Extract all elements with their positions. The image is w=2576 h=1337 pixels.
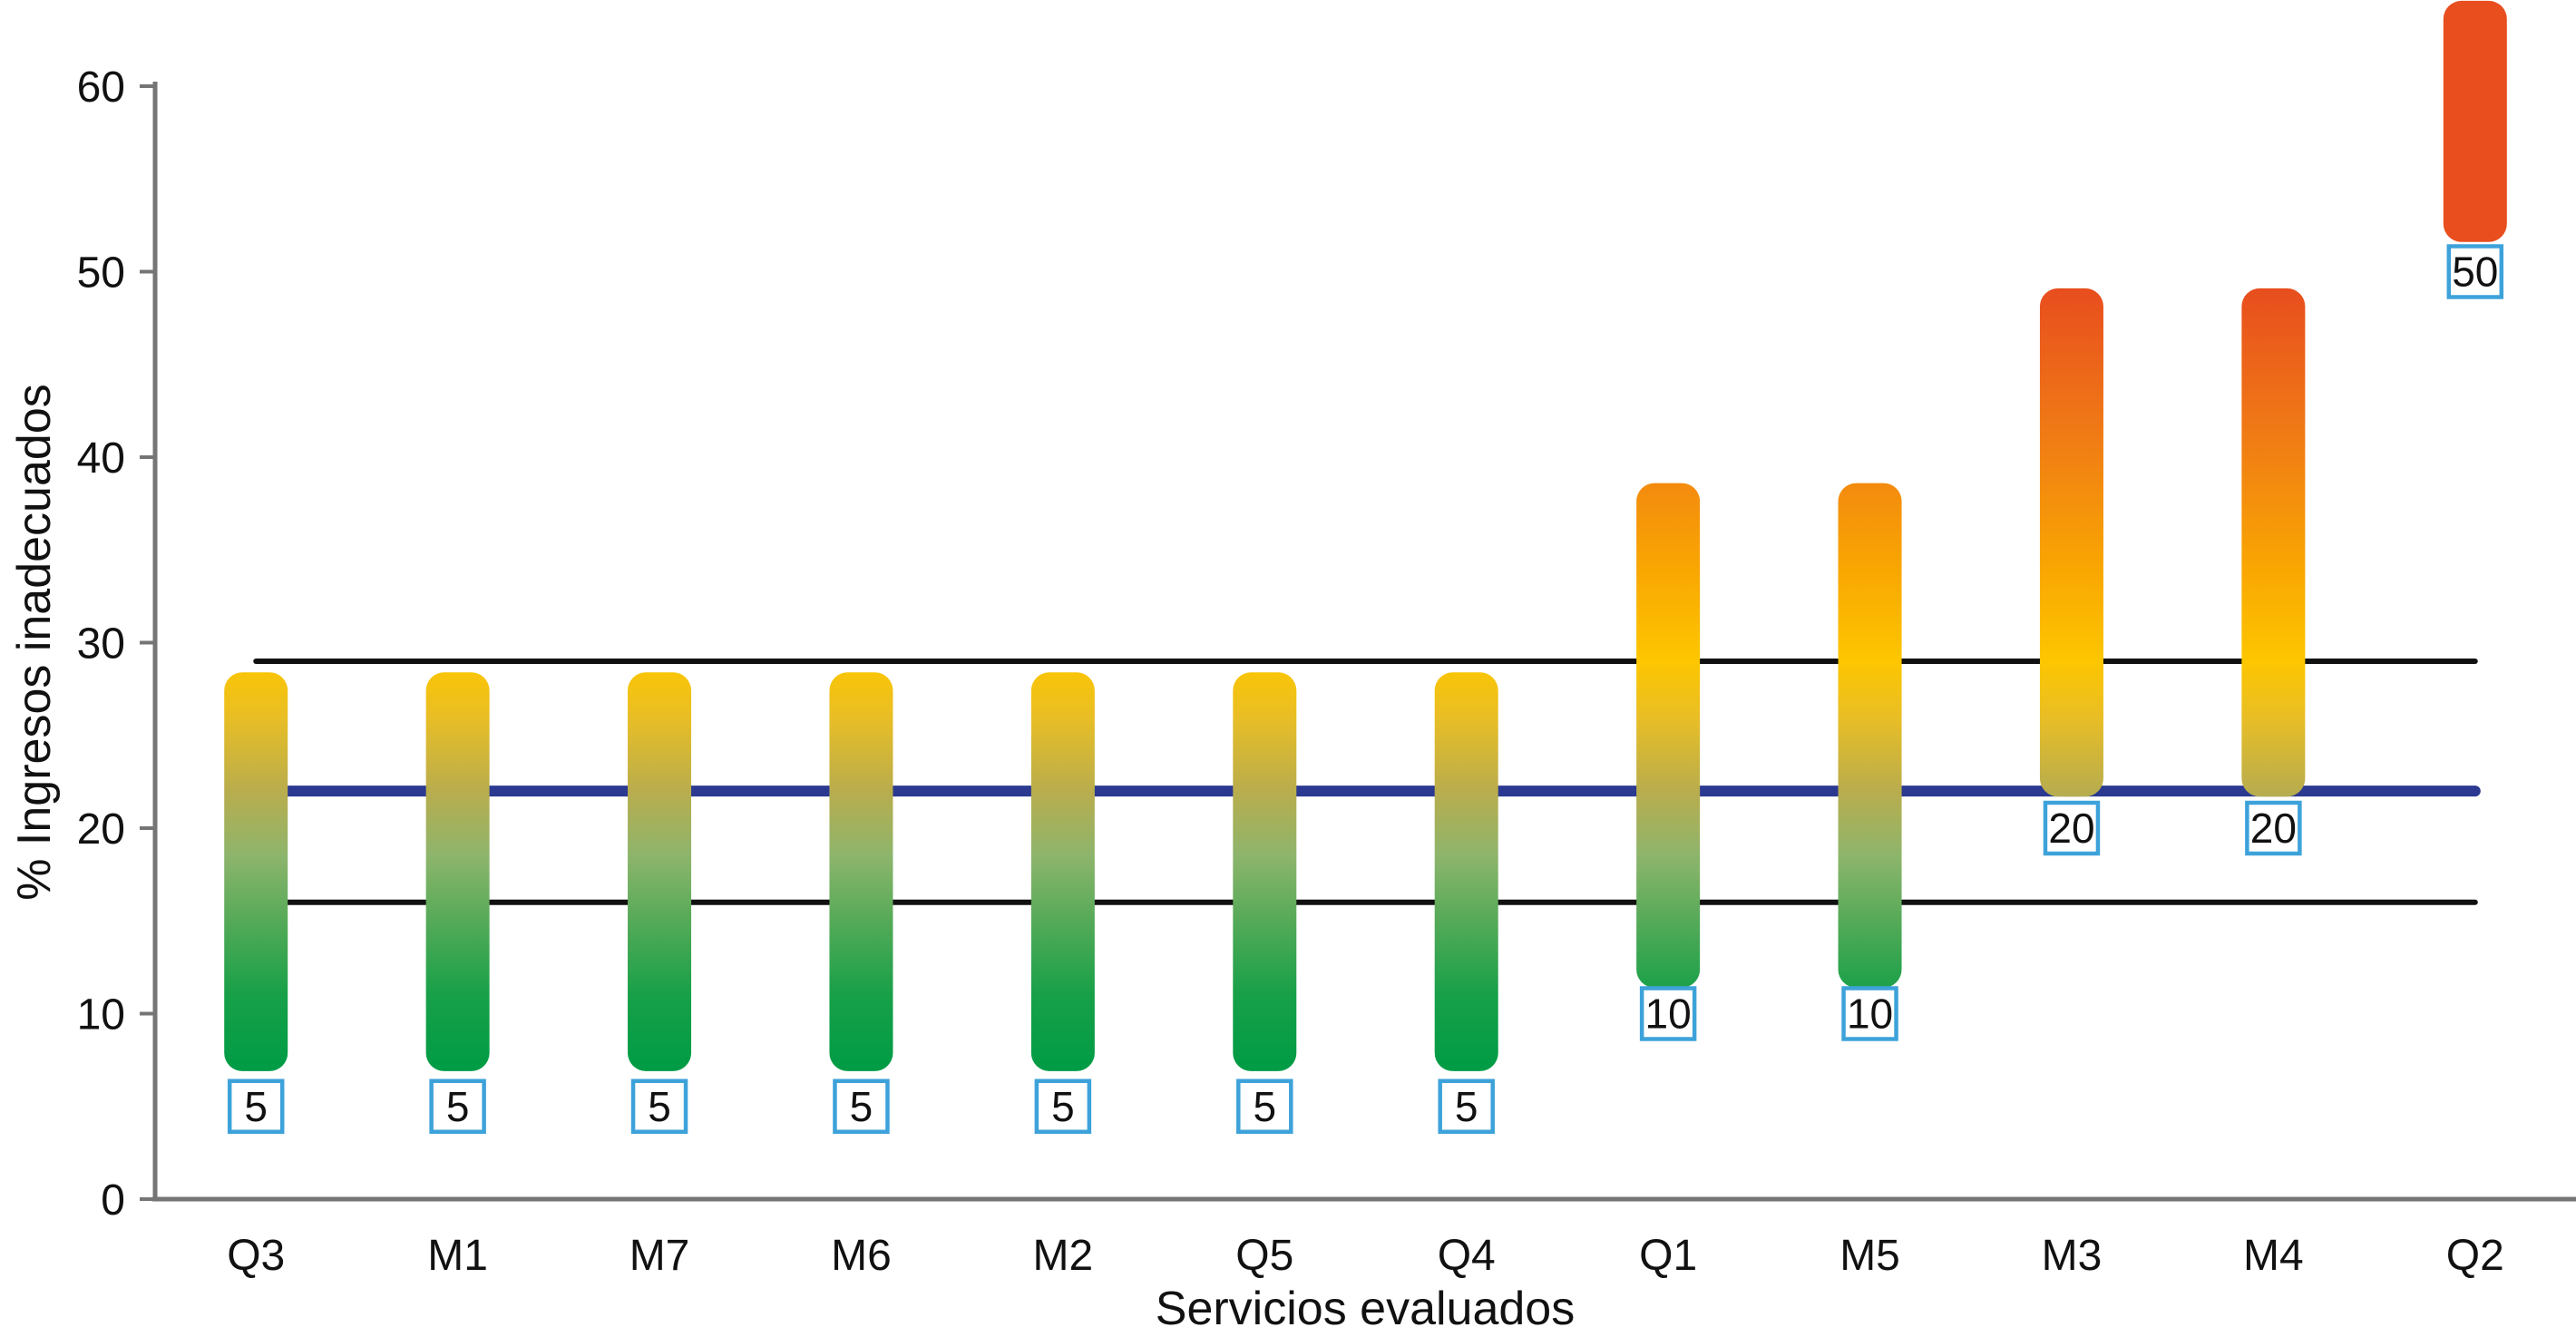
y-tick-label-40: 40 (77, 434, 125, 483)
bar-label-box-M7 (630, 1078, 688, 1134)
x-category-label-M1: M1 (427, 1232, 488, 1280)
bar-label-box-Q2 (2446, 244, 2504, 299)
x-category-label-Q2: Q2 (2446, 1232, 2504, 1280)
bar-label-box-Q5 (1236, 1078, 1293, 1134)
bar-label-Q3: 5 (244, 1083, 268, 1130)
bar-M4 (2241, 288, 2306, 797)
y-tick-label-30: 30 (77, 620, 125, 668)
bar-label-box-M4 (2245, 800, 2302, 856)
bar-label-Q5: 5 (1253, 1083, 1276, 1130)
y-tick-label-0: 0 (101, 1176, 125, 1225)
y-axis-title: % Ingresos inadecuados (8, 384, 61, 901)
x-category-label-M6: M6 (831, 1232, 892, 1280)
x-category-label-M3: M3 (2042, 1232, 2103, 1280)
bar-M6 (829, 672, 893, 1071)
x-category-label-M5: M5 (1839, 1232, 1900, 1280)
chart-plot-area: 5 5 5 5 5 5 5 10 10 20 20 50 0 10 20 30 40 50 60 Q3 M1 M7 M6 M2… (77, 0, 2576, 1280)
y-tick-label-60: 60 (77, 63, 125, 112)
bar-Q3 (224, 672, 288, 1071)
bar-label-M6: 5 (850, 1083, 873, 1130)
x-category-label-Q5: Q5 (1235, 1232, 1293, 1280)
x-axis-title: Servicios evaluados (1156, 1283, 1575, 1335)
y-tick-label-10: 10 (77, 991, 125, 1039)
bar-label-box-M6 (833, 1078, 890, 1134)
bar-label-box-M5 (1841, 986, 1898, 1041)
bar-label-Q1: 10 (1645, 991, 1692, 1038)
bar-label-box-Q1 (1639, 986, 1697, 1041)
bar-M1 (425, 672, 490, 1071)
x-category-label-M2: M2 (1033, 1232, 1094, 1280)
bar-M2 (1030, 672, 1095, 1071)
x-category-label-Q1: Q1 (1639, 1232, 1697, 1280)
bar-label-M3: 20 (2048, 805, 2094, 852)
x-category-label-Q4: Q4 (1438, 1232, 1496, 1280)
bar-label-M1: 5 (446, 1083, 470, 1130)
x-category-label-M7: M7 (629, 1232, 690, 1280)
bar-label-M2: 5 (1051, 1083, 1075, 1130)
x-category-label-Q3: Q3 (227, 1232, 285, 1280)
bar-label-box-Q4 (1438, 1078, 1495, 1134)
bar-Q4 (1434, 672, 1498, 1071)
bar-Q5 (1233, 672, 1297, 1071)
bar-Q2 (2443, 0, 2507, 242)
x-category-label-M4: M4 (2243, 1232, 2304, 1280)
y-tick-label-50: 50 (77, 249, 125, 298)
bar-label-M7: 5 (648, 1083, 671, 1130)
bar-label-box-Q3 (227, 1078, 285, 1134)
bar-Q1 (1636, 483, 1701, 988)
bar-M7 (628, 672, 692, 1071)
bar-label-box-M3 (2043, 800, 2101, 856)
bar-label-M4: 20 (2250, 805, 2297, 852)
bar-label-Q4: 5 (1455, 1083, 1478, 1130)
bar-M5 (1838, 483, 1902, 988)
bar-label-box-M2 (1034, 1078, 1092, 1134)
bar-label-M5: 10 (1847, 991, 1893, 1038)
bar-label-box-M1 (429, 1078, 486, 1134)
bar-M3 (2039, 288, 2103, 797)
bar-label-Q2: 50 (2452, 249, 2498, 296)
y-tick-label-20: 20 (77, 805, 125, 854)
